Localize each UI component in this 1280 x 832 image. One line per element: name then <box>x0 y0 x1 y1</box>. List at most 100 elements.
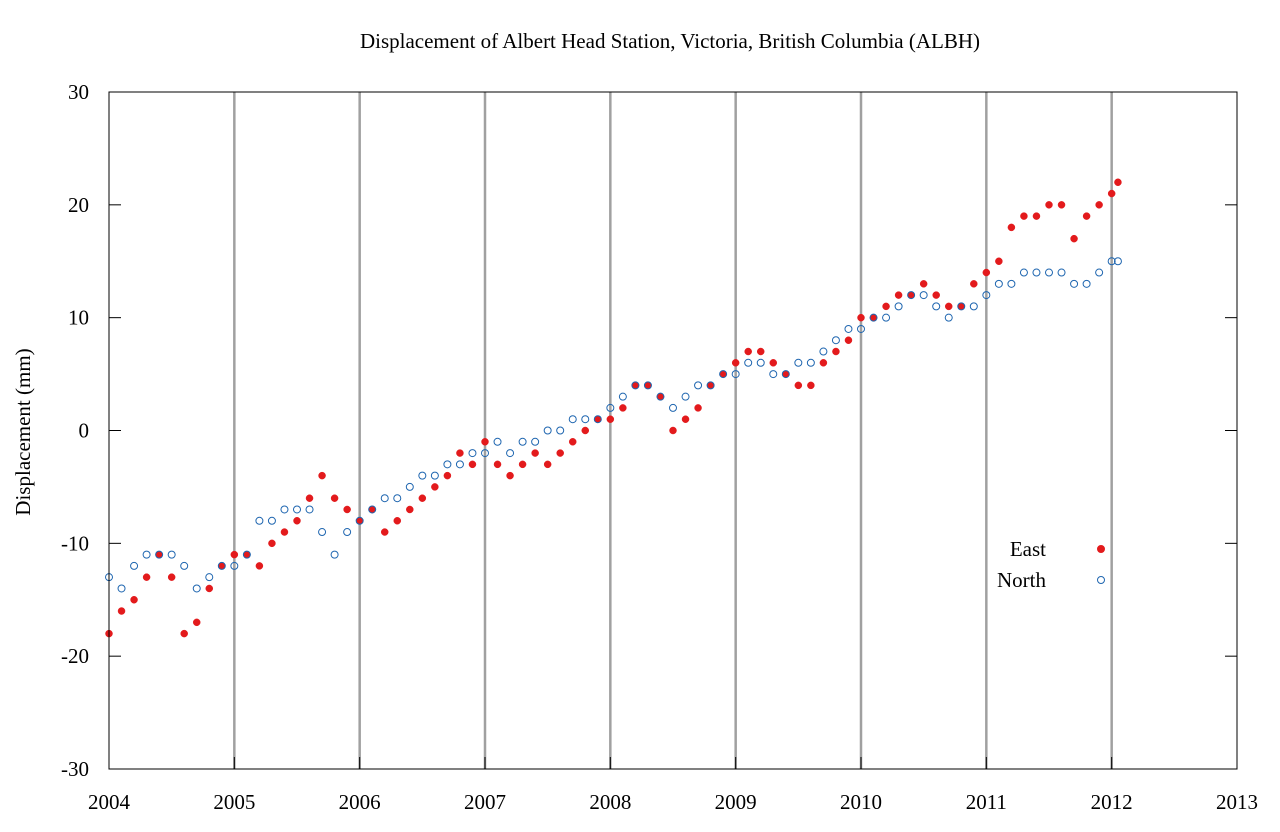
point <box>1070 279 1079 288</box>
point <box>1045 201 1053 209</box>
point <box>543 460 552 469</box>
x-tick-label: 2004 <box>88 790 131 814</box>
legend-marker <box>1097 545 1105 553</box>
point <box>280 505 289 514</box>
point <box>744 347 752 356</box>
point <box>694 404 702 412</box>
point <box>1020 212 1028 220</box>
point <box>819 359 828 367</box>
point <box>1113 257 1122 266</box>
point <box>731 370 740 379</box>
point <box>694 381 703 390</box>
point <box>944 302 953 311</box>
point <box>706 381 715 390</box>
point <box>318 528 327 537</box>
point <box>882 302 890 311</box>
point <box>581 426 590 435</box>
point <box>1095 268 1104 277</box>
point <box>130 596 138 604</box>
point <box>656 392 665 401</box>
point <box>1107 189 1116 198</box>
point <box>393 494 402 503</box>
chart-title: Displacement of Albert Head Station, Vic… <box>360 29 980 53</box>
x-tick-label: 2005 <box>213 790 255 814</box>
point <box>318 471 326 480</box>
point <box>869 313 878 322</box>
x-tick-label: 2010 <box>840 790 882 814</box>
point <box>267 516 276 525</box>
point <box>969 302 978 311</box>
point <box>293 505 301 514</box>
point <box>1007 223 1016 232</box>
point <box>719 370 728 379</box>
point <box>1082 212 1091 220</box>
point <box>807 381 815 390</box>
point <box>919 291 928 300</box>
point <box>242 550 251 559</box>
point <box>455 460 464 469</box>
point <box>794 358 803 367</box>
point <box>1007 279 1016 288</box>
point <box>380 528 389 536</box>
point <box>619 404 627 412</box>
point <box>380 494 389 503</box>
point <box>443 471 452 480</box>
point <box>631 381 640 390</box>
point <box>932 302 941 311</box>
point <box>756 347 765 356</box>
x-tick-label: 2012 <box>1091 790 1133 814</box>
point <box>430 471 439 480</box>
point <box>343 505 351 514</box>
point <box>518 437 527 446</box>
point <box>293 517 301 525</box>
point <box>531 437 540 446</box>
point <box>568 438 577 446</box>
point <box>1057 268 1066 277</box>
point <box>493 460 502 469</box>
x-tick-label: 2008 <box>589 790 631 814</box>
point <box>167 550 176 559</box>
point <box>481 449 489 458</box>
point <box>393 517 402 525</box>
legend-label: East <box>1010 537 1046 561</box>
point <box>606 415 615 423</box>
point <box>995 257 1003 265</box>
point <box>330 494 339 502</box>
point <box>669 426 677 435</box>
point <box>831 336 840 345</box>
point <box>556 449 564 457</box>
point <box>130 561 139 570</box>
point <box>957 302 966 311</box>
point <box>769 370 778 379</box>
point <box>142 573 151 581</box>
point <box>857 324 865 333</box>
point <box>493 437 502 446</box>
y-tick-label: 10 <box>68 306 89 330</box>
point <box>970 280 978 288</box>
point <box>343 528 352 537</box>
point <box>456 449 464 457</box>
point <box>268 539 276 548</box>
point <box>894 291 903 299</box>
point <box>330 550 339 559</box>
point <box>844 336 853 344</box>
point <box>506 471 514 480</box>
point <box>405 482 414 491</box>
point <box>1070 234 1078 243</box>
point <box>305 505 314 514</box>
point <box>568 415 577 424</box>
point <box>117 584 126 593</box>
series <box>105 257 1122 593</box>
point <box>556 426 565 435</box>
point <box>681 415 690 423</box>
point <box>481 438 489 446</box>
point <box>192 618 201 627</box>
legend-label: North <box>997 568 1046 592</box>
point <box>506 449 515 458</box>
plot-frame <box>108 91 1238 770</box>
point <box>443 460 452 469</box>
point <box>431 483 439 491</box>
point <box>982 268 991 277</box>
point <box>531 449 539 457</box>
